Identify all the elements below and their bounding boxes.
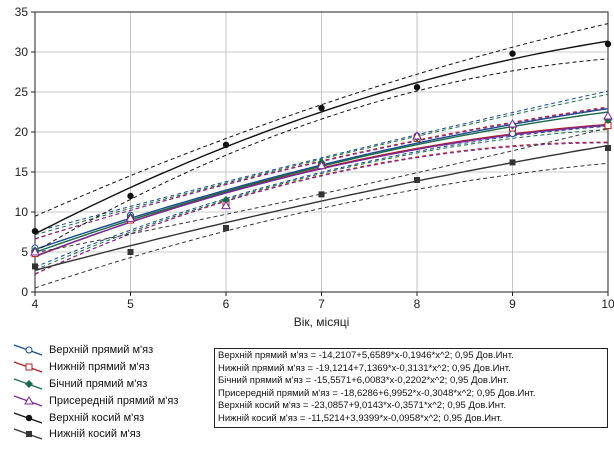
confidence-band-lower: [35, 162, 608, 289]
x-tick-label: 7: [318, 297, 325, 311]
data-point: [413, 84, 421, 91]
legend-marker-circle-open-icon: [13, 344, 43, 356]
legend-marker-diamond-icon: [13, 378, 43, 390]
confidence-band-lower: [35, 58, 608, 252]
equation-line: Нижній прямий м'яз = -19,1214+7,1369*x-0…: [218, 362, 511, 374]
data-point: [223, 225, 229, 231]
data-point: [509, 50, 516, 57]
data-point: [604, 40, 612, 48]
data-point: [318, 191, 325, 198]
legend: Верхній прямий м'яз Нижній прямий м'яз Б…: [12, 342, 208, 443]
data-point: [221, 200, 231, 210]
x-tick-label: 10: [601, 297, 614, 311]
data-point: [32, 263, 38, 270]
confidence-band-lower: [35, 129, 608, 271]
x-tick-label: 4: [32, 297, 39, 311]
y-tick-label: 0: [21, 285, 28, 299]
legend-item-inferior-oblique: Нижній косий м'яз: [12, 426, 208, 443]
data-point: [222, 196, 230, 204]
legend-label: Бічний прямий м'яз: [49, 377, 148, 390]
equation-line: Верхній прямий м'яз = -14,2107+5,6589*x-…: [218, 350, 514, 361]
legend-label: Присередній прямий м'яз: [49, 394, 179, 407]
confidence-band-lower: [35, 125, 608, 268]
y-tick-label: 10: [15, 205, 29, 219]
x-axis-title: Вік, місяці: [294, 315, 350, 329]
y-tick-label: 15: [15, 165, 29, 179]
equation-line: Бічний прямий м'яз = -15,5571+6,0083*x-0…: [218, 375, 509, 387]
equation-line: Нижній косий м'яз = -11,5214+3,9399*x-0,…: [218, 412, 503, 424]
legend-marker-square-filled-icon: [13, 428, 43, 440]
confidence-band-upper: [35, 23, 608, 217]
data-point: [603, 110, 613, 120]
data-point: [507, 118, 518, 128]
data-point: [605, 145, 611, 151]
legend-item-superior-oblique: Верхній косий м'яз: [12, 409, 208, 426]
data-point: [31, 228, 39, 235]
legend-marker-triangle-open-icon: [13, 395, 43, 407]
legend-item-upper-rectus: Верхній прямий м'яз: [12, 342, 208, 359]
y-tick-label: 30: [15, 45, 29, 59]
legend-label: Нижній прямий м'яз: [49, 361, 150, 374]
data-point: [127, 192, 134, 200]
data-point: [30, 246, 40, 256]
legend-label: Верхній косий м'яз: [49, 411, 145, 424]
regression-equations-box: Верхній прямий м'яз = -14,2107+5,6589*x-…: [214, 348, 608, 428]
data-point: [125, 213, 136, 222]
legend-label: Верхній прямий м'яз: [49, 344, 154, 357]
data-point: [127, 249, 134, 255]
y-tick-label: 35: [15, 5, 29, 19]
equation-line: Верхній косий м'яз = -23,0857+9,0143*x-0…: [218, 400, 506, 412]
data-point: [222, 141, 230, 148]
confidence-band-upper: [35, 90, 608, 233]
data-point: [509, 159, 516, 166]
data-point: [412, 130, 422, 140]
y-tick-label: 20: [15, 125, 29, 139]
x-tick-label: 9: [509, 297, 516, 311]
x-tick-label: 6: [223, 297, 230, 311]
confidence-band-lower: [35, 141, 608, 275]
y-tick-label: 25: [15, 85, 29, 99]
legend-item-medial-rectus: Присередній прямий м'яз: [12, 392, 208, 409]
legend-label: Нижній косий м'яз: [49, 428, 141, 441]
legend-marker-square-open-icon: [13, 361, 43, 373]
y-tick-label: 5: [21, 245, 28, 259]
equation-line: Присередній прямий м'яз = -18,6286+6,995…: [218, 387, 536, 399]
x-tick-label: 5: [127, 297, 134, 311]
data-point: [414, 177, 420, 183]
legend-item-lower-rectus: Нижній прямий м'яз: [12, 359, 208, 376]
plot-area: 4 5 6 7 8 9 10 0 5 10 15 20 25 30 35: [15, 5, 614, 311]
x-tick-label: 8: [414, 297, 421, 311]
data-point: [318, 104, 325, 112]
legend-item-lateral-rectus: Бічний прямий м'яз: [12, 376, 208, 393]
legend-marker-circle-filled-icon: [13, 412, 43, 424]
confidence-band-lower: [35, 142, 608, 275]
data-point: [316, 160, 327, 170]
regression-curve: [35, 40, 608, 235]
